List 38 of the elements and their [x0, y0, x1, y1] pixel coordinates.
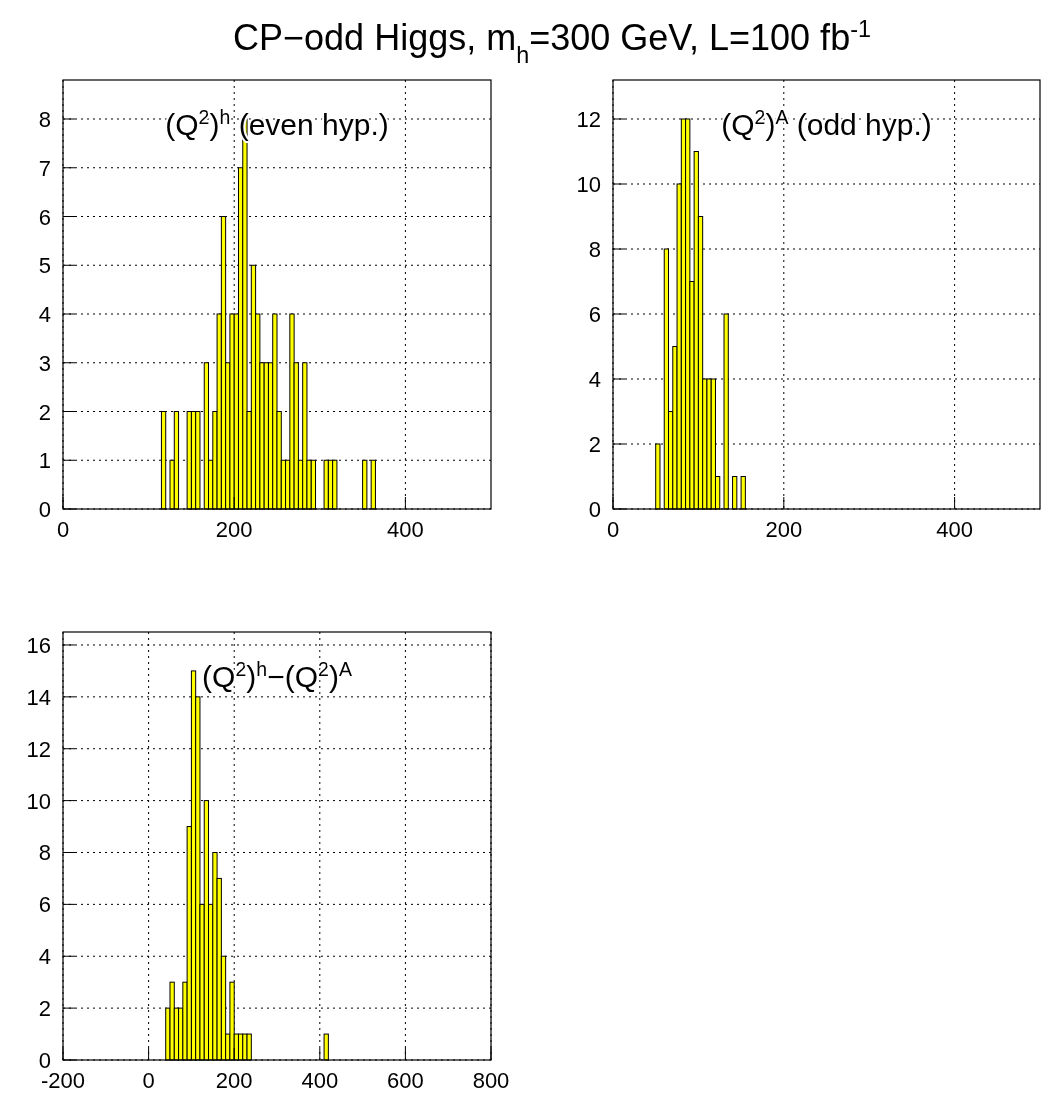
y-tick-label: 6: [38, 204, 51, 230]
y-tick-label: 1: [38, 448, 51, 474]
y-tick-label: 4: [588, 367, 601, 392]
y-tick-label: 0: [38, 497, 51, 522]
y-tick-label: 16: [26, 632, 51, 658]
x-tick-label: 600: [387, 1068, 424, 1093]
y-tick-label: 2: [588, 432, 601, 457]
y-tick-label: 0: [588, 497, 601, 522]
y-tick-label: 12: [26, 736, 51, 762]
y-tick-label: 3: [38, 350, 51, 376]
y-tick-label: 14: [26, 684, 51, 710]
y-tick-label: 8: [588, 237, 601, 262]
y-tick-label: 6: [588, 302, 601, 327]
y-tick-label: 5: [38, 253, 51, 279]
x-tick-label: 0: [56, 517, 70, 542]
y-tick-label: 7: [38, 155, 51, 181]
y-tick-label: 2: [38, 996, 51, 1022]
y-tick-label: 10: [576, 172, 601, 197]
annotation: (Q$^{2}$)$^{h}$−(Q$^{2}$)$^{A}$: [202, 658, 352, 693]
x-tick-label: 800: [472, 1068, 510, 1093]
y-tick-label: 2: [38, 399, 51, 425]
y-tick-label: 4: [38, 944, 51, 970]
y-tick-label: 8: [38, 840, 51, 866]
y-tick-label: 10: [26, 788, 51, 814]
y-tick-label: 8: [38, 107, 51, 132]
x-tick-label: 400: [387, 517, 424, 542]
annotation: (Q$^{2}$)$^{A}$ (odd hyp.): [721, 106, 932, 141]
y-tick-label: 12: [576, 107, 601, 132]
y-tick-label: 4: [38, 302, 51, 327]
x-tick-label: 200: [765, 517, 803, 542]
x-tick-label: 200: [215, 1068, 253, 1093]
chart-title: CP−odd Higgs, m$_{h}$=300 GeV, L=100 fb$^{-1}$: [233, 16, 871, 68]
x-tick-label: 0: [142, 1068, 155, 1093]
y-tick-label: 6: [38, 892, 51, 918]
x-tick-label: 400: [301, 1068, 339, 1093]
x-tick-label: 400: [936, 517, 973, 542]
x-tick-label: 0: [606, 517, 620, 542]
x-tick-label: 200: [215, 517, 253, 542]
